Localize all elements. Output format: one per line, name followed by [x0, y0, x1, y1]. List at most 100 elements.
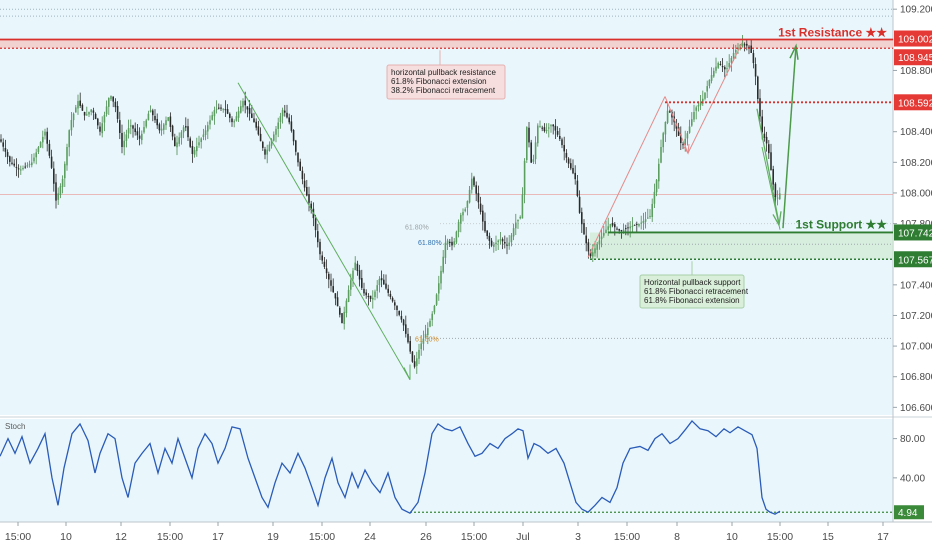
fib-trendline	[587, 96, 666, 258]
candle-body	[138, 135, 141, 139]
candle-body	[374, 291, 376, 298]
candle-body	[288, 117, 290, 123]
candle-body	[24, 166, 26, 168]
candle-body	[94, 113, 97, 120]
candle-body	[572, 168, 574, 174]
trend-arrowhead	[683, 143, 690, 155]
candle-body	[385, 283, 387, 289]
candle-body	[50, 156, 53, 168]
candle-body	[618, 228, 620, 231]
candle-body	[552, 124, 554, 127]
candle-body	[182, 127, 185, 133]
candle-body	[198, 142, 200, 146]
price-tag-bg	[894, 94, 932, 111]
candle-body	[768, 144, 770, 154]
candle-body	[9, 156, 11, 162]
arrowhead	[789, 43, 799, 60]
candle-body	[772, 169, 774, 185]
x-tick-label: 17	[877, 531, 889, 543]
candle-body	[141, 133, 143, 141]
candle-body	[352, 270, 354, 279]
candle-body	[17, 168, 20, 170]
candle-body	[380, 278, 383, 281]
candle-body	[301, 170, 304, 180]
candle-body	[57, 193, 59, 200]
candle-body	[226, 109, 229, 114]
candle-body	[224, 109, 227, 111]
candle-body	[160, 128, 163, 131]
candle-body	[6, 152, 9, 157]
candle-body	[541, 127, 543, 129]
candle-body	[330, 280, 332, 286]
fib-trendline	[237, 82, 411, 381]
candle-body	[396, 305, 398, 310]
candle-body	[550, 125, 552, 127]
candle-body	[422, 338, 425, 344]
y-tick-label: 108.200	[900, 158, 932, 169]
candle-body	[196, 146, 198, 152]
candle-body	[72, 113, 75, 121]
candle-body	[460, 214, 462, 224]
x-tick-label: 24	[364, 531, 376, 543]
candle-body	[310, 203, 312, 211]
candle-body	[119, 120, 121, 133]
candle-body	[31, 162, 33, 166]
candle-body	[616, 228, 618, 230]
candle-body	[765, 136, 768, 144]
candle-body	[497, 240, 499, 243]
candle-body	[185, 126, 187, 128]
candle-body	[429, 320, 431, 327]
candle-body	[501, 239, 504, 242]
candle-body	[55, 182, 57, 201]
candle-body	[490, 240, 493, 246]
candle-body	[721, 66, 724, 68]
candle-body	[583, 223, 585, 235]
candle-body	[171, 125, 174, 137]
candle-body	[347, 289, 350, 302]
candle-body	[323, 261, 326, 267]
candle-body	[343, 311, 345, 324]
candle-body	[440, 270, 442, 284]
candle-body	[42, 136, 44, 143]
candle-body	[222, 108, 224, 110]
candle-body	[105, 106, 108, 115]
candle-body	[649, 215, 651, 217]
candle-body	[152, 110, 154, 116]
candle-body	[464, 209, 466, 211]
candle-body	[418, 349, 420, 359]
stoch-line	[0, 419, 781, 515]
candle-body	[504, 242, 506, 244]
candle-body	[317, 231, 319, 243]
candle-body	[372, 297, 374, 300]
candle-body	[75, 107, 77, 113]
candle-body	[420, 343, 422, 350]
candle-body	[262, 141, 264, 148]
candle-body	[365, 292, 367, 296]
candle-body	[479, 203, 482, 212]
candle-body	[438, 283, 440, 294]
candle-body	[543, 127, 546, 132]
y-tick-label: 106.800	[900, 372, 932, 383]
candle-body	[449, 241, 451, 244]
price-plot-area	[0, 0, 893, 415]
candle-body	[528, 127, 530, 143]
candle-body	[114, 101, 117, 108]
candle-body	[235, 116, 238, 121]
candle-body	[735, 49, 737, 53]
candle-body	[660, 147, 662, 163]
price-tag-bg	[894, 251, 932, 268]
x-tick-label: 15:00	[461, 531, 487, 543]
candle-body	[299, 161, 301, 171]
candle-body	[81, 104, 84, 111]
x-tick-label: 15:00	[614, 531, 640, 543]
candle-body	[433, 305, 436, 313]
candle-body	[83, 111, 86, 116]
candle-body	[125, 134, 128, 141]
y-tick-label: 107.000	[900, 342, 932, 353]
candle-body	[462, 212, 464, 216]
candle-body	[176, 142, 178, 148]
candle-body	[389, 293, 392, 298]
candle-body	[200, 138, 202, 143]
candle-body	[693, 112, 695, 120]
